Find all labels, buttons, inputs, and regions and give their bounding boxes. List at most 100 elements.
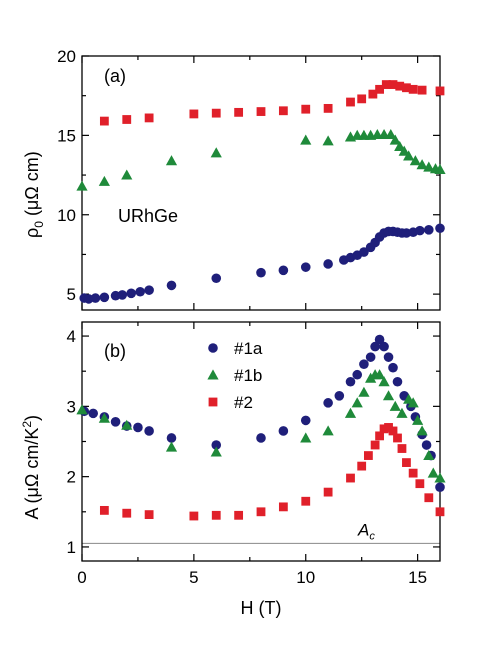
data-point-s2 xyxy=(409,85,418,94)
data-point-s2 xyxy=(234,108,243,117)
panel-b-ticks: 0 5 10 151234 xyxy=(67,322,440,587)
data-point-s1a xyxy=(301,262,311,272)
ylabel-rho-units: (μΩ cm) xyxy=(22,151,42,221)
data-point-s2 xyxy=(189,110,198,119)
data-point-s1b xyxy=(323,135,334,145)
data-point-s1a xyxy=(435,482,445,492)
data-point-s1b xyxy=(428,468,439,478)
data-point-s1b xyxy=(300,432,311,442)
ylabel-rho: ρ xyxy=(22,228,42,238)
ac-label: Ac xyxy=(357,520,375,542)
data-point-s1a xyxy=(126,289,136,299)
data-point-s1a xyxy=(88,409,98,419)
data-point-s1a xyxy=(388,363,398,373)
data-point-s2 xyxy=(398,444,407,453)
data-point-s2 xyxy=(122,115,131,124)
data-point-s2 xyxy=(346,98,355,107)
data-point-s1a xyxy=(301,416,311,426)
data-point-s1a xyxy=(144,285,154,295)
legend-marker-s1a xyxy=(208,343,218,353)
data-point-s1a xyxy=(393,377,403,387)
data-point-s2 xyxy=(301,497,310,506)
panel-a-label: (a) xyxy=(104,66,126,86)
data-point-s2 xyxy=(257,107,266,116)
panel-a: 5 10 15 20 (a) URhGe ρ0 (μΩ cm) xyxy=(22,47,446,310)
y-tick-label: 4 xyxy=(67,327,76,346)
y-tick-label: 5 xyxy=(67,285,76,304)
data-point-s2 xyxy=(122,509,131,518)
data-point-s1a xyxy=(422,440,432,450)
data-point-s2 xyxy=(424,493,433,502)
data-point-s2 xyxy=(279,106,288,115)
legend-label-s2: #2 xyxy=(234,393,253,412)
data-point-s1a xyxy=(144,426,154,436)
data-point-s1a xyxy=(135,287,145,297)
y-tick-label: 15 xyxy=(57,126,76,145)
data-point-s1b xyxy=(166,442,177,452)
legend-marker-s2 xyxy=(209,398,218,407)
data-point-s2 xyxy=(212,109,221,118)
data-point-s1b xyxy=(211,147,222,157)
data-point-s1b xyxy=(166,155,177,165)
data-point-s2 xyxy=(301,105,310,114)
data-point-s2 xyxy=(402,458,411,467)
data-point-s1a xyxy=(366,352,376,362)
data-point-s1a xyxy=(435,223,445,233)
data-point-s1b xyxy=(76,181,87,191)
data-point-s1a xyxy=(256,268,266,278)
y-tick-label: 1 xyxy=(67,538,76,557)
data-point-s1a xyxy=(323,259,333,269)
data-point-s1a xyxy=(424,225,434,235)
x-axis-label: H (T) xyxy=(241,598,282,618)
data-point-s1a xyxy=(279,266,289,276)
data-point-s1b xyxy=(390,401,401,411)
data-point-s2 xyxy=(234,511,243,520)
data-point-s2 xyxy=(393,434,402,443)
data-point-s1a xyxy=(100,293,110,303)
data-point-s1a xyxy=(167,433,177,443)
data-point-s1a xyxy=(279,426,289,436)
data-point-s1a xyxy=(352,370,362,380)
x-tick-label: 10 xyxy=(296,568,315,587)
data-point-s1a xyxy=(346,377,356,387)
data-point-s1b xyxy=(121,169,132,179)
data-point-s1a xyxy=(335,391,345,401)
legend-label-s1a: #1a xyxy=(234,339,263,358)
data-point-s2 xyxy=(145,510,154,519)
ac-label-sub: c xyxy=(369,530,375,542)
data-point-s1b xyxy=(345,408,356,418)
data-point-s2 xyxy=(371,441,380,450)
data-point-s2 xyxy=(279,502,288,511)
x-tick-label: 15 xyxy=(408,568,427,587)
data-point-s2 xyxy=(189,512,198,521)
panel-a-ylabel: ρ0 (μΩ cm) xyxy=(22,151,46,238)
data-point-s1a xyxy=(323,398,333,408)
data-point-s2 xyxy=(436,507,445,516)
ylabel-a-close: ) xyxy=(22,415,42,421)
data-point-s1a xyxy=(211,273,221,283)
x-tick-label: 0 xyxy=(77,568,86,587)
ylabel-a-main: A (μΩ cm/K xyxy=(22,428,42,520)
data-point-s2 xyxy=(324,104,333,113)
data-point-s2 xyxy=(100,117,109,126)
y-tick-label: 2 xyxy=(67,468,76,487)
data-point-s1a xyxy=(117,290,127,300)
data-point-s2 xyxy=(409,469,418,478)
x-tick-label: 5 xyxy=(189,568,198,587)
data-point-s1b xyxy=(358,387,369,397)
data-point-s1a xyxy=(415,226,425,236)
data-point-s2 xyxy=(364,451,373,460)
data-point-s1a xyxy=(91,293,101,303)
panel-b-marks xyxy=(76,335,445,521)
data-point-s1a xyxy=(359,359,369,369)
data-point-s2 xyxy=(436,87,445,96)
y-tick-label: 20 xyxy=(57,47,76,66)
legend-marker-s1b xyxy=(207,369,218,379)
panel-b-ylabel: A (μΩ cm/K2) xyxy=(20,415,42,520)
data-point-s2 xyxy=(418,86,427,95)
data-point-s2 xyxy=(357,462,366,471)
data-point-s1b xyxy=(417,425,428,435)
data-point-s1a xyxy=(111,417,121,427)
